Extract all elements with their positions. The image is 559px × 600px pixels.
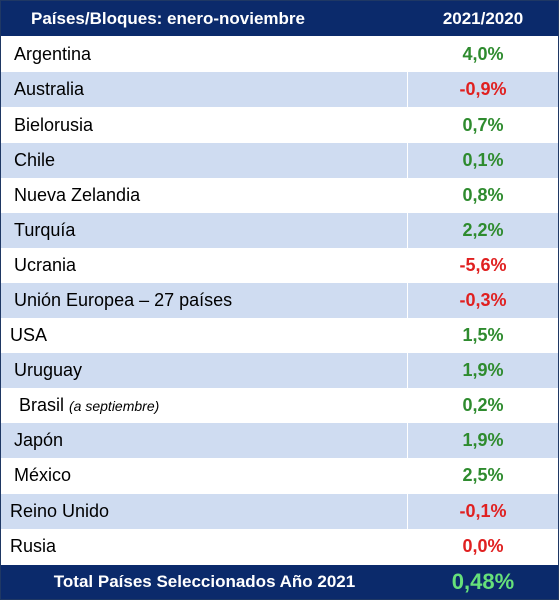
change-value: -0,1% — [459, 500, 507, 521]
change-value: 0,8% — [462, 184, 504, 205]
country-cell: Brasil (a septiembre) — [1, 388, 408, 424]
table-footer: Total Países Seleccionados Año 2021 0,48… — [1, 563, 558, 599]
table-header: Países/Bloques: enero-noviembre 2021/202… — [1, 1, 558, 38]
table-row: Nueva Zelandia 0,8% — [1, 177, 558, 213]
country-name: Turquía — [14, 219, 76, 240]
country-name: Argentina — [14, 44, 92, 65]
country-name: Reino Unido — [10, 500, 110, 521]
table-row: Argentina 4,0% — [1, 37, 558, 73]
change-value: 2,2% — [462, 219, 504, 240]
country-cell: Chile — [1, 142, 408, 178]
country-cell: Unión Europea – 27 países — [1, 282, 408, 319]
country-cell: Turquía — [1, 212, 408, 248]
change-value: 1,9% — [462, 360, 504, 381]
change-value: 2,5% — [462, 465, 504, 486]
table-row: Uruguay 1,9% — [1, 353, 558, 389]
header-country: Países/Bloques: enero-noviembre — [31, 8, 305, 28]
country-cell: Argentina — [1, 37, 408, 73]
table-row: México 2,5% — [1, 458, 558, 494]
country-name: Brasil — [19, 395, 65, 416]
country-cell: México — [1, 458, 408, 494]
change-value: 4,0% — [462, 44, 504, 65]
change-value: 0,7% — [462, 114, 504, 135]
change-value: 0,0% — [462, 535, 504, 556]
country-name: Rusia — [10, 535, 57, 556]
country-cell: Nueva Zelandia — [1, 177, 408, 213]
header-change: 2021/2020 — [442, 8, 524, 28]
country-name: Unión Europea – 27 países — [14, 289, 233, 310]
country-cell: Uruguay — [1, 353, 408, 389]
change-value: 1,9% — [462, 430, 504, 451]
change-value: 0,2% — [462, 395, 504, 416]
table-row: Turquía 2,2% — [1, 212, 558, 248]
country-cell: Bielorusia — [1, 107, 408, 143]
table-row: Rusia 0,0% — [1, 528, 558, 564]
country-cell: Japón — [1, 423, 408, 459]
country-note: (a septiembre) — [69, 397, 160, 414]
change-value: 0,1% — [462, 149, 504, 170]
table-row: Reino Unido -0,1% — [1, 493, 558, 529]
table-row: Chile 0,1% — [1, 142, 558, 178]
table-row: Australia -0,9% — [1, 72, 558, 108]
country-name: USA — [10, 325, 48, 346]
table-row: Bielorusia 0,7% — [1, 107, 558, 143]
table-row: Ucrania -5,6% — [1, 247, 558, 283]
country-cell: USA — [1, 318, 408, 354]
country-cell: Rusia — [1, 528, 408, 564]
change-value: -0,9% — [459, 79, 507, 100]
table-row: USA 1,5% — [1, 318, 558, 354]
table-row: Japón 1,9% — [1, 423, 558, 459]
country-cell: Ucrania — [1, 247, 408, 283]
table-row: Unión Europea – 27 países -0,3% — [1, 282, 558, 319]
country-name: Australia — [14, 79, 85, 100]
table-body: Argentina 4,0% Australia -0,9% Bielorusia 0,7… — [1, 37, 558, 564]
change-value: -0,3% — [459, 289, 507, 310]
country-name: Nueva Zelandia — [14, 184, 141, 205]
country-cell: Reino Unido — [1, 493, 408, 529]
country-name: México — [14, 465, 72, 486]
country-name: Chile — [14, 149, 56, 170]
country-cell: Australia — [1, 72, 408, 108]
table-row: Brasil (a septiembre) 0,2% — [1, 388, 558, 424]
total-label: Total Países Seleccionados Año 2021 — [53, 571, 356, 591]
change-value: -5,6% — [459, 254, 507, 275]
change-value: 1,5% — [462, 325, 504, 346]
country-name: Uruguay — [14, 360, 83, 381]
country-name: Bielorusia — [14, 114, 94, 135]
total-value: 0,48% — [451, 568, 515, 594]
country-name: Ucrania — [14, 254, 77, 275]
country-name: Japón — [14, 430, 64, 451]
